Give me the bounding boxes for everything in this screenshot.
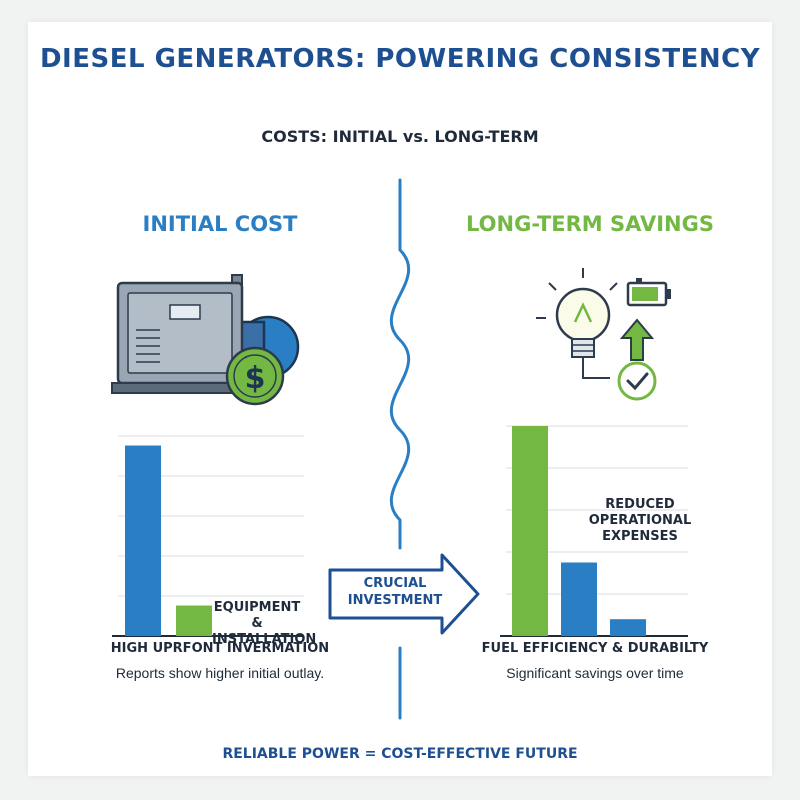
equipment-installation-label: EQUIPMENT & INSTALLATION <box>212 600 317 647</box>
crucial-investment-arrow <box>328 553 480 635</box>
bar-3 <box>610 619 646 636</box>
left-note: Reports show higher initial outlay. <box>115 665 325 681</box>
initial-cost-chart <box>112 435 304 637</box>
reduced-operational-expenses-label: REDUCED OPERATIONAL EXPENSES <box>588 497 692 544</box>
svg-text:$: $ <box>245 361 266 396</box>
right-note: Significant savings over time <box>506 665 684 681</box>
page-subtitle: COSTS: INITIAL vs. LONG-TERM <box>261 127 539 146</box>
bar-1 <box>125 445 161 636</box>
divider-line <box>389 178 411 550</box>
page-title: DIESEL GENERATORS: POWERING CONSISTENCY <box>39 44 761 74</box>
right-caption: FUEL EFFICIENCY & DURABILTY <box>481 641 709 656</box>
long-term-savings-heading: LONG-TERM SAVINGS <box>466 212 714 236</box>
battery-icon <box>626 278 671 307</box>
footer-tagline: RELIABLE POWER = COST-EFFECTIVE FUTURE <box>222 746 578 762</box>
up-arrow-icon <box>619 318 655 361</box>
dollar-coin-icon: $ <box>225 346 285 406</box>
bar-2 <box>561 562 597 636</box>
initial-cost-heading: INITIAL COST <box>142 212 298 236</box>
lightbulb-icon <box>536 268 618 379</box>
crucial-investment-label: CRUCIAL INVESTMENT <box>347 576 443 608</box>
long-term-savings-chart <box>500 425 688 637</box>
bar-1 <box>512 426 548 636</box>
left-caption: HIGH UPRFONT INVERMATION <box>110 641 330 656</box>
bar-2 <box>176 605 212 636</box>
checkmark-icon <box>617 361 657 401</box>
